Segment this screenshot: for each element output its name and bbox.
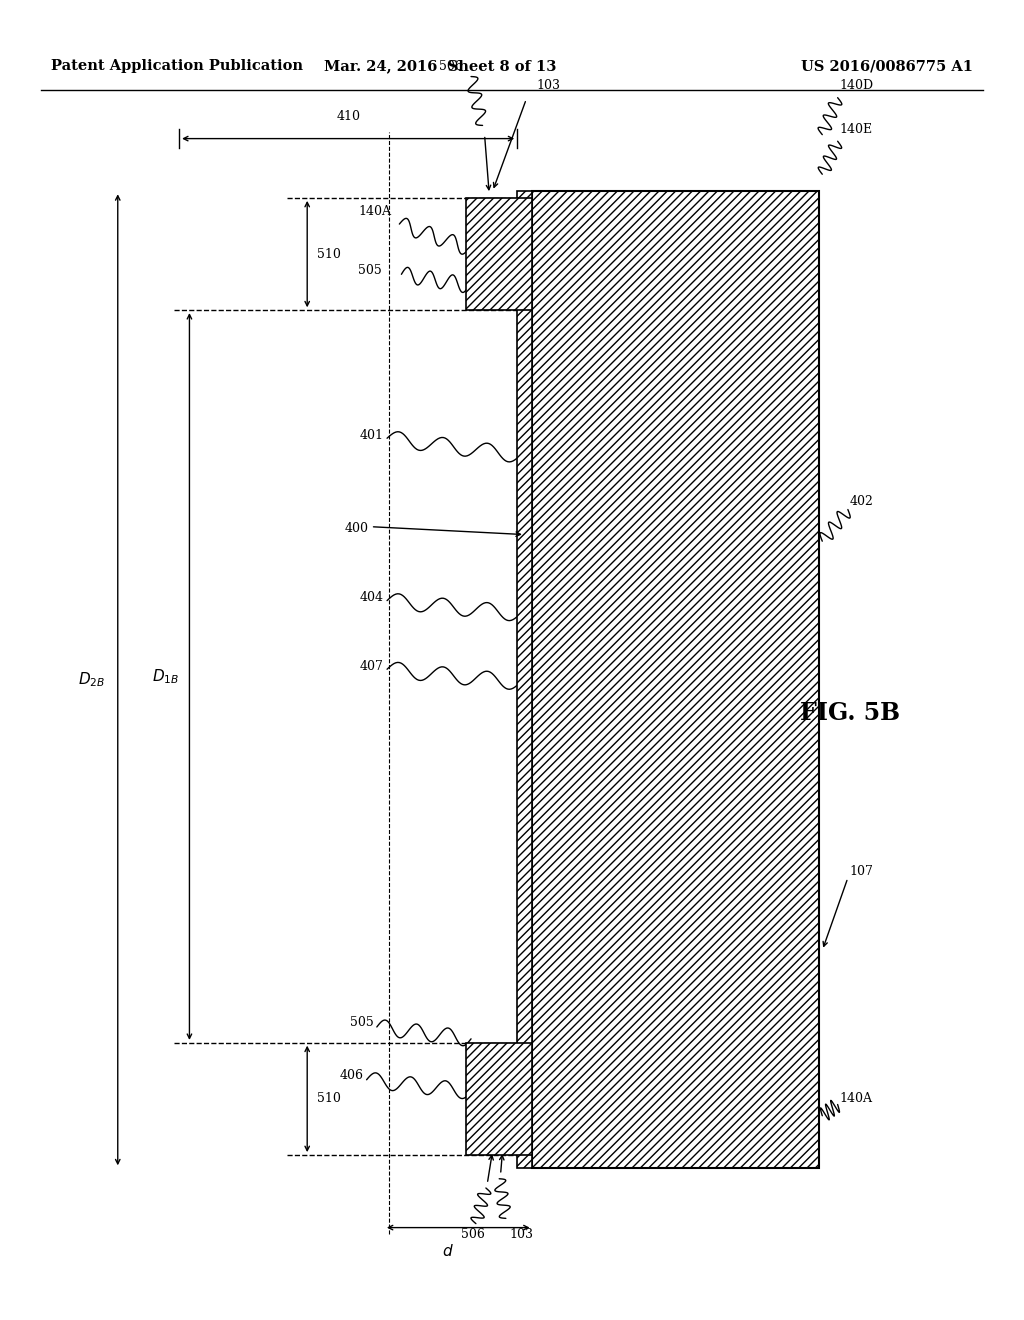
Text: 400: 400 [345,521,369,535]
Text: 407: 407 [360,660,384,673]
Bar [466,1043,532,1155]
Text: $D_{2B}$: $D_{2B}$ [78,671,105,689]
Text: 506: 506 [461,1228,484,1241]
Text: FIG. 5B: FIG. 5B [800,701,900,725]
Text: 103: 103 [537,79,560,92]
Text: 406: 406 [340,1069,364,1082]
Text: 510: 510 [317,1093,341,1105]
Text: 401: 401 [360,429,384,442]
Text: 506: 506 [438,59,463,73]
Text: 140E: 140E [840,123,872,136]
Text: Mar. 24, 2016  Sheet 8 of 13: Mar. 24, 2016 Sheet 8 of 13 [325,59,556,74]
Bar [466,198,532,310]
Text: 140A: 140A [358,206,391,218]
Text: 140A: 140A [840,1093,872,1105]
Text: $D_{1B}$: $D_{1B}$ [152,667,179,686]
Bar [517,191,532,1168]
Text: 510: 510 [317,248,341,260]
Bar [532,191,819,1168]
Text: 103: 103 [509,1228,534,1241]
Text: Patent Application Publication: Patent Application Publication [51,59,303,74]
Text: 140D: 140D [840,79,873,92]
Text: 410: 410 [336,110,360,123]
Text: $d$: $d$ [442,1243,454,1259]
Text: 402: 402 [850,495,873,508]
Text: 404: 404 [360,591,384,605]
Text: US 2016/0086775 A1: US 2016/0086775 A1 [801,59,973,74]
Text: 505: 505 [350,1016,374,1030]
Text: 505: 505 [358,264,382,277]
Text: 107: 107 [850,865,873,878]
